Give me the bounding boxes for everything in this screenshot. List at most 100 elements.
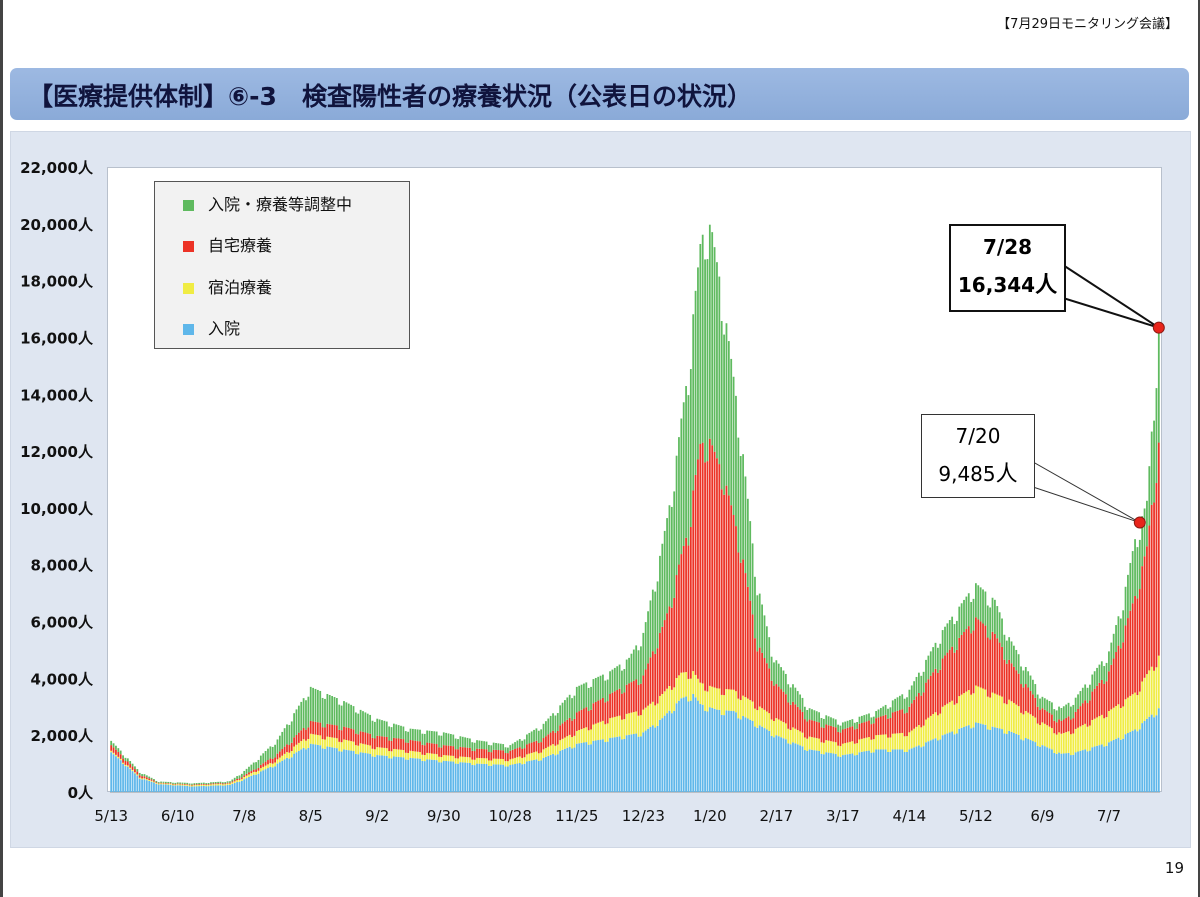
bar-adjusting bbox=[469, 738, 471, 748]
bar-hospital bbox=[765, 729, 768, 792]
bar-adjusting bbox=[112, 743, 115, 748]
bar-adjusting bbox=[820, 717, 823, 728]
bar-adjusting bbox=[1032, 679, 1034, 695]
bar-home bbox=[490, 752, 493, 761]
bar-home bbox=[991, 631, 994, 693]
bar-hospital bbox=[214, 785, 217, 792]
x-tick-label: 7/7 bbox=[1097, 807, 1121, 825]
bar-hotel bbox=[480, 758, 483, 764]
bar-adjusting bbox=[1100, 661, 1103, 680]
bar-adjusting bbox=[257, 759, 260, 768]
bar-hospital bbox=[233, 783, 236, 792]
bar-adjusting bbox=[972, 598, 975, 631]
bar-hospital bbox=[1039, 746, 1041, 792]
bar-adjusting bbox=[176, 782, 179, 784]
bar-adjusting bbox=[126, 758, 129, 762]
bar-hotel bbox=[568, 734, 571, 747]
bar-hotel bbox=[559, 740, 562, 751]
bar-home bbox=[891, 712, 894, 734]
bar-hospital bbox=[682, 697, 685, 792]
bar-hospital bbox=[502, 764, 505, 792]
bar-hotel bbox=[1105, 717, 1108, 746]
bar-hotel bbox=[528, 753, 531, 761]
bar-hospital bbox=[879, 749, 882, 792]
bar-home bbox=[917, 692, 920, 726]
bar-home bbox=[357, 734, 360, 746]
bar-adjusting bbox=[1127, 574, 1129, 619]
bar-adjusting bbox=[970, 602, 973, 634]
bar-adjusting bbox=[834, 719, 837, 728]
bar-hotel bbox=[951, 700, 954, 732]
y-tick-label: 0人 bbox=[68, 784, 94, 802]
bar-adjusting bbox=[865, 714, 868, 722]
bar-home bbox=[457, 749, 459, 759]
bar-hotel bbox=[1072, 733, 1075, 755]
bar-home bbox=[338, 729, 341, 742]
bar-home bbox=[1003, 659, 1006, 704]
bar-home bbox=[694, 474, 697, 675]
bar-adjusting bbox=[483, 741, 486, 750]
bar-home bbox=[903, 713, 906, 737]
bar-hospital bbox=[685, 696, 687, 792]
bar-adjusting bbox=[825, 715, 828, 725]
bar-hospital bbox=[723, 715, 725, 792]
bar-adjusting bbox=[979, 587, 982, 622]
bar-home bbox=[556, 730, 559, 745]
bar-hospital bbox=[362, 752, 364, 792]
bar-home bbox=[934, 668, 937, 713]
bar-adjusting bbox=[1153, 420, 1155, 503]
bar-hospital bbox=[1093, 746, 1096, 792]
bar-hospital bbox=[597, 740, 600, 792]
bar-adjusting bbox=[183, 782, 186, 784]
bar-home bbox=[447, 745, 450, 756]
bar-home bbox=[186, 784, 189, 785]
bar-hotel bbox=[210, 784, 212, 786]
bar-home bbox=[509, 750, 512, 760]
bar-hotel bbox=[1041, 722, 1044, 746]
bar-hospital bbox=[162, 784, 165, 792]
bar-home bbox=[174, 783, 177, 785]
bar-adjusting bbox=[217, 781, 219, 784]
bar-hospital bbox=[1157, 708, 1160, 792]
bar-adjusting bbox=[858, 716, 861, 724]
bar-hospital bbox=[775, 735, 778, 792]
bar-adjusting bbox=[566, 697, 569, 720]
bar-adjusting bbox=[205, 783, 208, 785]
bar-hotel bbox=[756, 710, 759, 728]
bar-home bbox=[936, 672, 939, 716]
bar-adjusting bbox=[929, 651, 932, 676]
bar-hospital bbox=[314, 744, 317, 792]
bar-adjusting bbox=[454, 738, 457, 750]
bar-hospital bbox=[1077, 751, 1079, 792]
bar-home bbox=[219, 783, 222, 784]
bar-hotel bbox=[1119, 708, 1122, 740]
bar-adjusting bbox=[466, 737, 469, 748]
bar-hospital bbox=[699, 703, 702, 792]
x-tick-label: 9/30 bbox=[427, 807, 461, 825]
bar-home bbox=[723, 494, 725, 696]
bar-hospital bbox=[566, 747, 569, 792]
bar-hospital bbox=[369, 753, 372, 792]
bar-adjusting bbox=[578, 685, 581, 712]
left-border bbox=[0, 0, 3, 897]
bar-hospital bbox=[994, 727, 996, 792]
bar-hospital bbox=[319, 745, 322, 792]
bar-hospital bbox=[1036, 746, 1039, 792]
bar-hospital bbox=[991, 726, 994, 792]
bar-home bbox=[939, 669, 942, 714]
bar-adjusting bbox=[119, 750, 122, 755]
bar-home bbox=[364, 732, 367, 745]
bar-hotel bbox=[131, 769, 134, 772]
x-tick-label: 11/25 bbox=[555, 807, 598, 825]
bar-adjusting bbox=[164, 781, 167, 783]
bar-home bbox=[613, 691, 616, 717]
bar-adjusting bbox=[397, 725, 400, 739]
bar-hotel bbox=[416, 751, 419, 759]
bar-home bbox=[872, 723, 875, 740]
bar-adjusting bbox=[404, 731, 407, 743]
bar-adjusting bbox=[925, 659, 927, 683]
bar-home bbox=[226, 782, 229, 784]
bar-home bbox=[400, 738, 402, 750]
bar-adjusting bbox=[575, 686, 578, 713]
bar-hospital bbox=[794, 743, 797, 792]
